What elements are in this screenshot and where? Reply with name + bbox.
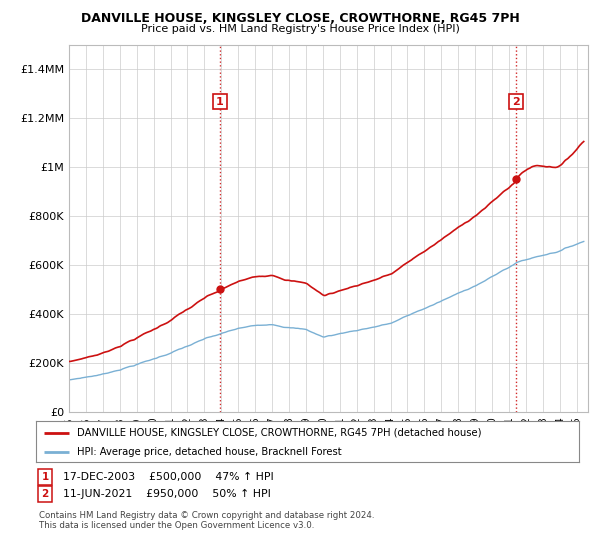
Text: 11-JUN-2021    £950,000    50% ↑ HPI: 11-JUN-2021 £950,000 50% ↑ HPI <box>63 489 271 499</box>
Text: 1: 1 <box>216 97 224 106</box>
Text: This data is licensed under the Open Government Licence v3.0.: This data is licensed under the Open Gov… <box>39 521 314 530</box>
Text: 17-DEC-2003    £500,000    47% ↑ HPI: 17-DEC-2003 £500,000 47% ↑ HPI <box>63 472 274 482</box>
Text: DANVILLE HOUSE, KINGSLEY CLOSE, CROWTHORNE, RG45 7PH: DANVILLE HOUSE, KINGSLEY CLOSE, CROWTHOR… <box>80 12 520 25</box>
Text: Price paid vs. HM Land Registry's House Price Index (HPI): Price paid vs. HM Land Registry's House … <box>140 24 460 34</box>
Text: DANVILLE HOUSE, KINGSLEY CLOSE, CROWTHORNE, RG45 7PH (detached house): DANVILLE HOUSE, KINGSLEY CLOSE, CROWTHOR… <box>77 428 481 437</box>
Text: 2: 2 <box>41 489 49 499</box>
Text: Contains HM Land Registry data © Crown copyright and database right 2024.: Contains HM Land Registry data © Crown c… <box>39 511 374 520</box>
Text: 2: 2 <box>512 97 520 106</box>
Text: 1: 1 <box>41 472 49 482</box>
Text: HPI: Average price, detached house, Bracknell Forest: HPI: Average price, detached house, Brac… <box>77 447 341 457</box>
